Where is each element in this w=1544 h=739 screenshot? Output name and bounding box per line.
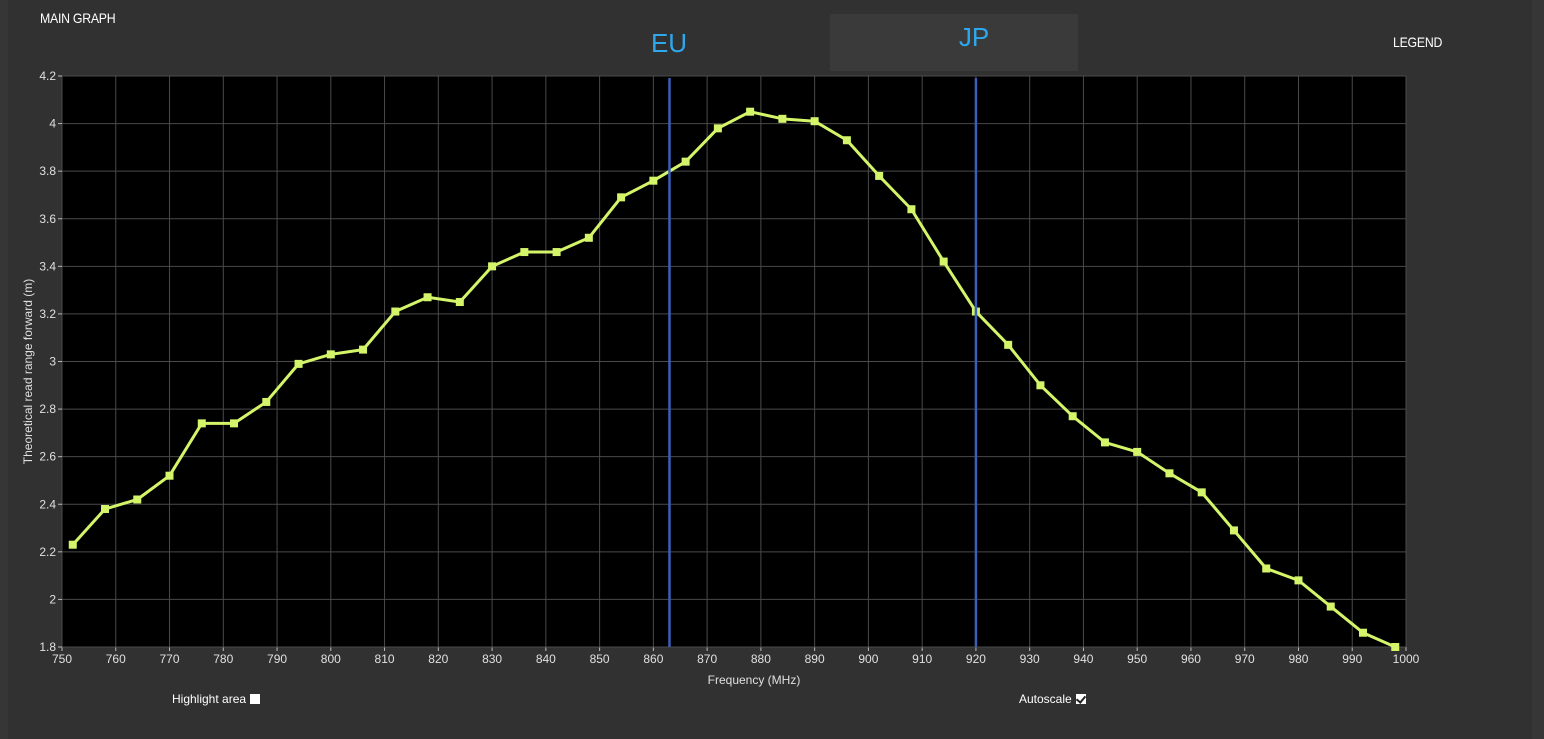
jp-header-band [830, 14, 1078, 71]
data-point [939, 257, 948, 266]
data-point [1294, 576, 1303, 585]
data-point [1165, 469, 1174, 478]
x-tick-label: 970 [1235, 652, 1255, 666]
data-point [294, 359, 303, 368]
data-point [1036, 381, 1045, 390]
data-point [423, 293, 432, 302]
y-tick-label: 4 [49, 117, 56, 131]
legend-title[interactable]: LEGEND [1393, 34, 1443, 50]
x-tick-label: 1000 [1393, 652, 1420, 666]
y-axis-title: Theoretical read range forward (m) [21, 279, 35, 464]
data-point [617, 193, 626, 202]
x-tick-label: 820 [428, 652, 448, 666]
y-tick-label: 2.6 [39, 450, 56, 464]
data-point [197, 419, 206, 428]
x-tick-label: 860 [643, 652, 663, 666]
data-point [488, 262, 497, 271]
x-tick-label: 910 [912, 652, 932, 666]
x-tick-label: 840 [536, 652, 556, 666]
x-tick-label: 770 [160, 652, 180, 666]
x-tick-label: 880 [751, 652, 771, 666]
y-tick-label: 3.4 [39, 259, 56, 273]
data-point [326, 350, 335, 359]
data-point [552, 248, 561, 257]
x-tick-label: 930 [1020, 652, 1040, 666]
data-point [230, 419, 239, 428]
highlight-area-checkbox[interactable] [250, 694, 261, 704]
data-point [1391, 643, 1400, 651]
data-point [907, 205, 916, 214]
x-tick-label: 780 [213, 652, 233, 666]
data-point [875, 171, 884, 180]
y-tick-label: 2.4 [39, 497, 56, 511]
region-label-jp: JP [958, 22, 990, 52]
data-point [649, 176, 658, 185]
x-tick-label: 950 [1127, 652, 1147, 666]
main-graph-title: MAIN GRAPH [40, 10, 116, 26]
x-tick-label: 760 [106, 652, 126, 666]
x-tick-label: 750 [52, 652, 72, 666]
y-tick-label: 3.6 [39, 212, 56, 226]
series-line [71, 110, 1396, 649]
data-point [1229, 526, 1238, 535]
data-point [1197, 488, 1206, 497]
x-axis-title: Frequency (MHz) [708, 673, 801, 687]
data-point [165, 471, 174, 480]
x-tick-label: 920 [966, 652, 986, 666]
data-point [713, 124, 722, 133]
highlight-area-control[interactable]: Highlight area [172, 692, 261, 706]
data-point [1004, 340, 1013, 349]
x-tick-label: 790 [267, 652, 287, 666]
data-point [1358, 628, 1367, 637]
data-point [1262, 564, 1271, 573]
data-point [681, 157, 690, 166]
data-point [391, 307, 400, 316]
y-tick-label: 1.8 [39, 640, 56, 654]
x-tick-label: 850 [590, 652, 610, 666]
autoscale-label: Autoscale [1019, 692, 1072, 706]
data-point [778, 114, 787, 123]
data-point [1068, 412, 1077, 421]
highlight-area-label: Highlight area [172, 692, 247, 706]
x-tick-label: 890 [805, 652, 825, 666]
data-point [1133, 447, 1142, 456]
data-point [1100, 438, 1109, 447]
y-tick-label: 3.2 [39, 307, 56, 321]
y-tick-label: 2.8 [39, 402, 56, 416]
x-tick-label: 960 [1181, 652, 1201, 666]
x-tick-label: 980 [1288, 652, 1308, 666]
data-point [133, 495, 142, 504]
y-tick-label: 2 [49, 592, 56, 606]
y-tick-label: 4.2 [39, 69, 56, 83]
x-tick-label: 810 [375, 652, 395, 666]
data-point [68, 540, 77, 549]
x-tick-label: 870 [697, 652, 717, 666]
x-tick-label: 830 [482, 652, 502, 666]
data-point [810, 117, 819, 126]
autoscale-control[interactable]: Autoscale [1019, 692, 1086, 706]
x-tick-label: 900 [858, 652, 878, 666]
x-tick-label: 990 [1342, 652, 1362, 666]
data-point [520, 248, 529, 257]
y-tick-label: 2.2 [39, 545, 56, 559]
data-point [1326, 602, 1335, 611]
x-tick-label: 940 [1073, 652, 1093, 666]
y-tick-label: 3 [49, 355, 56, 369]
region-label-eu: EU [650, 28, 688, 58]
data-point [584, 233, 593, 242]
data-point [101, 505, 110, 514]
data-point [746, 107, 755, 116]
x-tick-label: 800 [321, 652, 341, 666]
data-point [842, 136, 851, 145]
data-point [359, 345, 368, 354]
autoscale-checkbox[interactable] [1075, 694, 1086, 704]
y-tick-label: 3.8 [39, 164, 56, 178]
data-point [455, 298, 464, 307]
data-point [262, 397, 271, 406]
